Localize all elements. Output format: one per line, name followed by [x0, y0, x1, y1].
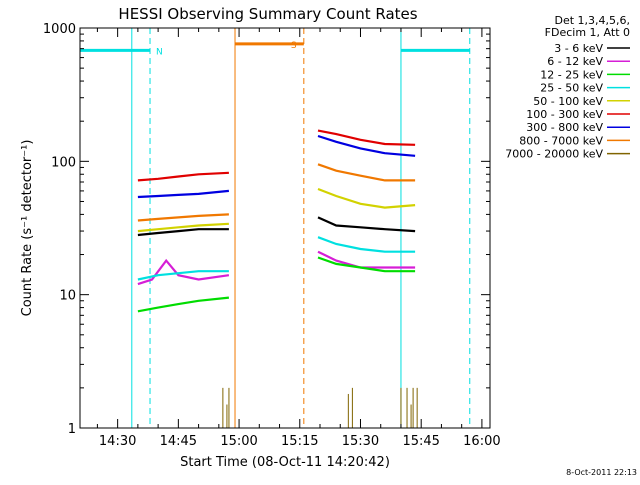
- series-line: [137, 228, 229, 237]
- plot-frame: [79, 27, 491, 429]
- legend-header: FDecim 1, Att 0: [545, 26, 630, 39]
- series-line: [317, 236, 416, 253]
- series-line: [137, 213, 229, 222]
- legend-label: 6 - 12 keV: [547, 55, 603, 68]
- series-line: [317, 134, 416, 157]
- y-axis-label: Count Rate (s⁻¹ detector⁻¹): [20, 140, 35, 317]
- x-tick-label: 14:30: [99, 434, 136, 449]
- x-axis-label: Start Time (08-Oct-11 14:20:42): [180, 455, 390, 470]
- flag-label-s: S: [291, 41, 297, 51]
- series-line: [137, 270, 229, 281]
- x-tick-label: 15:45: [402, 434, 439, 449]
- flag-label-n: N: [156, 47, 163, 57]
- legend-label: 12 - 25 keV: [540, 68, 603, 81]
- series-line: [137, 296, 230, 313]
- y-tick-label: 1000: [43, 22, 76, 37]
- series-line: [317, 256, 416, 273]
- series-line: [137, 189, 230, 199]
- chart-title: HESSI Observing Summary Count Rates: [118, 5, 417, 23]
- legend-label: 25 - 50 keV: [540, 82, 603, 95]
- series-line: [317, 187, 416, 209]
- series-line: [137, 258, 230, 286]
- legend-label: 50 - 100 keV: [533, 95, 603, 108]
- legend-label: 7000 - 20000 keV: [505, 148, 603, 161]
- series-line: [317, 216, 416, 233]
- series-line: [317, 129, 416, 146]
- x-tick-label: 15:15: [281, 434, 318, 449]
- x-tick-label: 16:00: [463, 434, 500, 449]
- series-line: [137, 171, 229, 182]
- footer-timestamp: 8-Oct-2011 22:13: [566, 468, 637, 477]
- legend-label: 3 - 6 keV: [554, 42, 603, 55]
- legend-label: 100 - 300 keV: [526, 108, 603, 121]
- y-tick-label: 10: [59, 289, 76, 304]
- y-tick-label: 1: [68, 422, 76, 437]
- legend-label: 800 - 7000 keV: [519, 134, 603, 147]
- legend-header: Det 1,3,4,5,6,: [554, 14, 630, 27]
- x-tick-label: 14:45: [160, 434, 197, 449]
- x-tick-label: 15:00: [220, 434, 257, 449]
- legend-label: 300 - 800 keV: [526, 121, 603, 134]
- x-tick-label: 15:30: [342, 434, 379, 449]
- series-line: [137, 222, 229, 233]
- series-line: [317, 163, 416, 182]
- y-tick-label: 100: [51, 155, 76, 170]
